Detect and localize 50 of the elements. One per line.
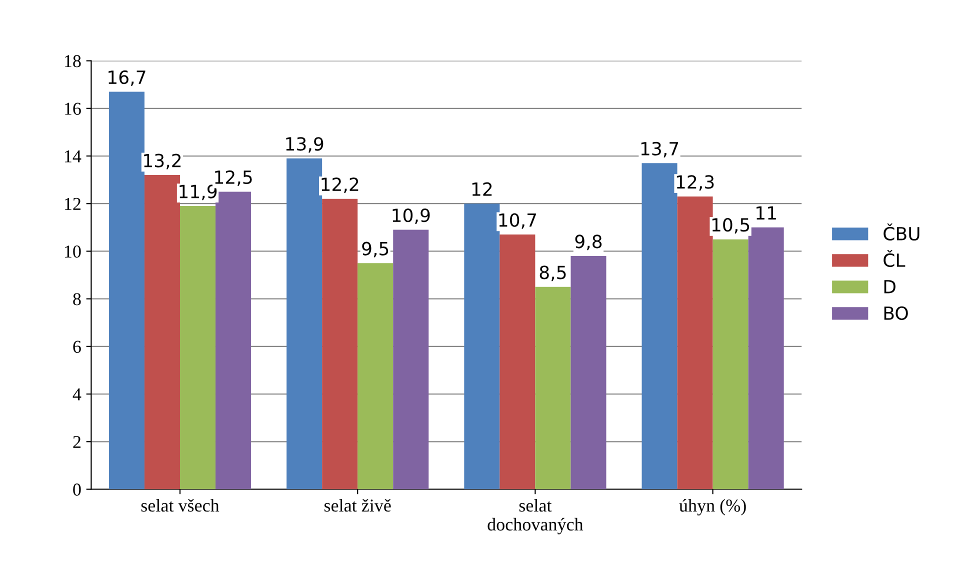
bar: [464, 204, 500, 490]
bar: [322, 198, 358, 490]
x-tick-label: selat živě: [324, 498, 391, 512]
data-label: 9,8: [575, 234, 602, 250]
legend-label: ČBU: [884, 224, 920, 241]
bar: [144, 175, 180, 490]
data-label: 12,5: [215, 170, 252, 186]
data-label: 9,5: [362, 242, 388, 258]
data-label: 11: [756, 206, 776, 220]
y-tick-label: 14: [65, 150, 82, 162]
data-label: 10,9: [392, 208, 430, 224]
bar: [108, 92, 144, 490]
y-tick-label: 12: [65, 198, 80, 210]
y-tick-label: 18: [65, 55, 81, 68]
bar: [216, 192, 252, 490]
legend-label: ČL: [884, 250, 906, 268]
bar: [535, 286, 571, 490]
bar: [500, 234, 536, 490]
data-label: 16,7: [108, 70, 146, 86]
y-tick-label: 10: [65, 245, 81, 258]
bar: [642, 163, 678, 490]
bar: [748, 227, 784, 490]
data-label: 8,5: [540, 266, 566, 282]
data-label: 12: [472, 182, 492, 196]
data-label: 13,9: [286, 137, 324, 153]
data-label: 10,7: [499, 213, 536, 229]
legend-label: D: [884, 280, 896, 294]
bar: [712, 239, 748, 490]
x-tick-label: selat všech: [141, 498, 220, 512]
x-tick-label: selat dochovaných: [488, 498, 584, 534]
bar: [677, 196, 713, 490]
bar: [570, 256, 606, 490]
data-label: 13,2: [144, 154, 181, 170]
x-tick-label: úhyn (%): [679, 498, 746, 516]
bar: [286, 158, 322, 490]
data-label: 12,2: [322, 178, 358, 194]
bar: [180, 206, 216, 490]
data-label: 12,3: [676, 175, 714, 191]
y-tick-label: 4: [72, 388, 82, 400]
legend-label: BO: [884, 306, 908, 320]
y-tick-label: 6: [73, 340, 81, 353]
data-label: 11,9: [180, 184, 217, 200]
data-label: 10,5: [712, 218, 750, 234]
y-tick-label: 8: [73, 293, 81, 306]
data-label: 13,7: [641, 142, 678, 158]
bar: [358, 263, 394, 490]
y-tick-label: 0: [73, 484, 81, 496]
bar: [393, 230, 429, 490]
y-tick-label: 16: [65, 102, 81, 115]
y-tick-label: 2: [73, 436, 80, 448]
